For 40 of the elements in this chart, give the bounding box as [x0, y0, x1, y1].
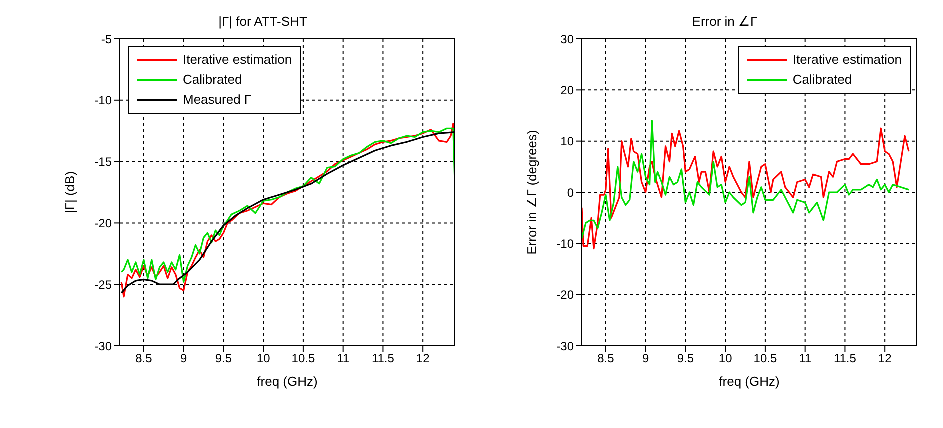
chart-title: Error in ∠Γ [691, 14, 759, 29]
x-tick-label: 11.5 [372, 352, 395, 366]
y-tick-label: -25 [94, 278, 112, 292]
y-tick-label: -20 [94, 216, 112, 230]
legend-label: Calibrated [792, 71, 852, 89]
chart-title: |Γ| for ATT-SHT [218, 14, 308, 29]
x-tick-label: 12 [878, 352, 892, 366]
x-axis-title: freq (GHz) [257, 374, 318, 389]
x-tick-label: 10.5 [292, 352, 316, 366]
x-tick-label: 10 [718, 352, 733, 366]
y-tick-label: -5 [101, 32, 112, 46]
x-tick-label: 11 [799, 352, 812, 366]
y-tick-label: -15 [94, 155, 112, 170]
y-tick-label: -30 [556, 339, 574, 354]
y-tick-label: -30 [94, 339, 112, 354]
legend-label: Calibrated [183, 71, 242, 89]
x-tick-label: 9 [180, 352, 188, 366]
x-tick-label: 9.5 [677, 352, 694, 366]
y-tick-label: 20 [560, 83, 574, 98]
y-tick-label: -10 [556, 236, 574, 251]
x-tick-label: 10 [256, 352, 271, 366]
legend-label: Measured Γ [183, 91, 252, 109]
y-axis-title: Error in ∠Γ (degrees) [524, 130, 540, 255]
x-tick-label: 12 [416, 352, 430, 366]
y-tick-label: -10 [94, 94, 112, 108]
x-tick-label: 11 [337, 352, 350, 366]
x-tick-label: 8.5 [136, 352, 153, 366]
x-tick-label: 10.5 [754, 352, 778, 366]
legend-label: Iterative estimation [183, 51, 292, 69]
y-tick-label: 0 [567, 186, 574, 200]
x-axis-title: freq (GHz) [719, 374, 780, 389]
x-tick-label: 9.5 [215, 352, 232, 366]
x-tick-label: 9 [642, 352, 650, 366]
y-axis-title: |Γ| (dB) [62, 171, 78, 214]
y-tick-label: 10 [560, 134, 574, 149]
y-tick-label: -20 [556, 288, 574, 302]
x-tick-label: 8.5 [598, 352, 615, 366]
legend-label: Iterative estimation [792, 51, 902, 69]
x-tick-label: 11.5 [834, 352, 857, 366]
y-tick-label: 30 [560, 32, 574, 46]
